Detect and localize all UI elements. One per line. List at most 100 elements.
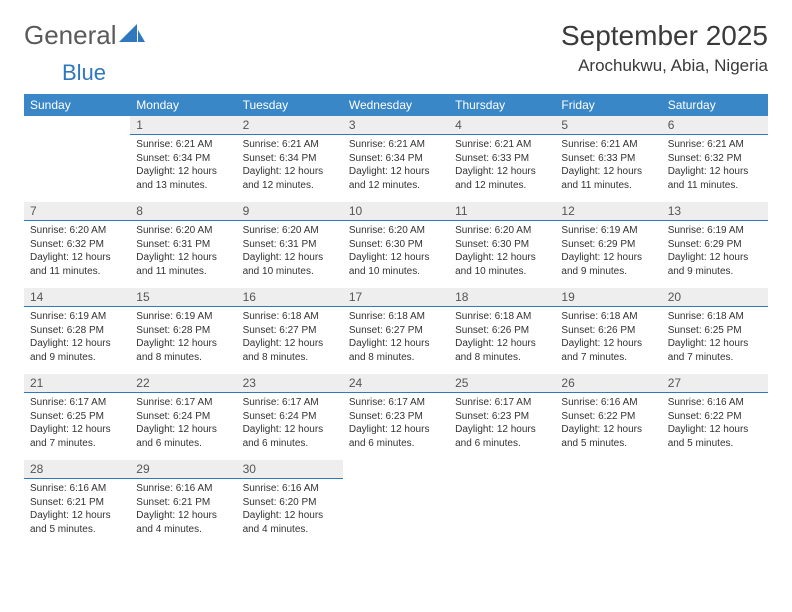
calendar-cell: 30Sunrise: 6:16 AMSunset: 6:20 PMDayligh… [237,460,343,546]
weekday-header: Saturday [662,94,768,116]
sunrise-line: Sunrise: 6:21 AM [349,138,443,152]
sunrise-line: Sunrise: 6:19 AM [30,310,124,324]
daylight-line: Daylight: 12 hours and 5 minutes. [30,509,124,536]
calendar-cell: 12Sunrise: 6:19 AMSunset: 6:29 PMDayligh… [555,202,661,288]
day-number: 12 [555,202,661,221]
day-number: 4 [449,116,555,135]
day-number: 23 [237,374,343,393]
day-number: 11 [449,202,555,221]
weekday-header: Tuesday [237,94,343,116]
sunrise-line: Sunrise: 6:18 AM [668,310,762,324]
sunset-line: Sunset: 6:25 PM [30,410,124,424]
month-title: September 2025 [561,20,768,52]
sunset-line: Sunset: 6:34 PM [243,152,337,166]
calendar-cell: 15Sunrise: 6:19 AMSunset: 6:28 PMDayligh… [130,288,236,374]
calendar-table: SundayMondayTuesdayWednesdayThursdayFrid… [24,94,768,546]
sunset-line: Sunset: 6:25 PM [668,324,762,338]
daylight-line: Daylight: 12 hours and 11 minutes. [136,251,230,278]
day-body: Sunrise: 6:21 AMSunset: 6:33 PMDaylight:… [449,135,555,198]
day-body: Sunrise: 6:17 AMSunset: 6:23 PMDaylight:… [449,393,555,456]
calendar-cell: 16Sunrise: 6:18 AMSunset: 6:27 PMDayligh… [237,288,343,374]
day-body: Sunrise: 6:20 AMSunset: 6:31 PMDaylight:… [130,221,236,284]
daylight-line: Daylight: 12 hours and 10 minutes. [349,251,443,278]
day-body: Sunrise: 6:21 AMSunset: 6:34 PMDaylight:… [237,135,343,198]
location: Arochukwu, Abia, Nigeria [561,56,768,76]
day-body: Sunrise: 6:19 AMSunset: 6:28 PMDaylight:… [24,307,130,370]
sunrise-line: Sunrise: 6:20 AM [243,224,337,238]
calendar-cell: 19Sunrise: 6:18 AMSunset: 6:26 PMDayligh… [555,288,661,374]
day-body: Sunrise: 6:16 AMSunset: 6:21 PMDaylight:… [24,479,130,542]
sunrise-line: Sunrise: 6:16 AM [668,396,762,410]
daylight-line: Daylight: 12 hours and 6 minutes. [136,423,230,450]
sunrise-line: Sunrise: 6:17 AM [349,396,443,410]
daylight-line: Daylight: 12 hours and 11 minutes. [30,251,124,278]
calendar-cell: 23Sunrise: 6:17 AMSunset: 6:24 PMDayligh… [237,374,343,460]
daylight-line: Daylight: 12 hours and 10 minutes. [243,251,337,278]
daylight-line: Daylight: 12 hours and 6 minutes. [455,423,549,450]
calendar-cell: 27Sunrise: 6:16 AMSunset: 6:22 PMDayligh… [662,374,768,460]
day-body: Sunrise: 6:19 AMSunset: 6:29 PMDaylight:… [662,221,768,284]
sunset-line: Sunset: 6:27 PM [349,324,443,338]
calendar-cell: 3 Sunrise: 6:21 AMSunset: 6:34 PMDaylight… [343,116,449,202]
sunset-line: Sunset: 6:23 PM [349,410,443,424]
daylight-line: Daylight: 12 hours and 8 minutes. [349,337,443,364]
day-body: Sunrise: 6:18 AMSunset: 6:27 PMDaylight:… [237,307,343,370]
weekday-header: Friday [555,94,661,116]
daylight-line: Daylight: 12 hours and 12 minutes. [349,165,443,192]
calendar-cell: 20Sunrise: 6:18 AMSunset: 6:25 PMDayligh… [662,288,768,374]
sunrise-line: Sunrise: 6:17 AM [455,396,549,410]
day-number: 8 [130,202,236,221]
sunrise-line: Sunrise: 6:21 AM [668,138,762,152]
sunrise-line: Sunrise: 6:18 AM [349,310,443,324]
day-body: Sunrise: 6:18 AMSunset: 6:27 PMDaylight:… [343,307,449,370]
day-number: 3 [343,116,449,135]
daylight-line: Daylight: 12 hours and 12 minutes. [243,165,337,192]
sunset-line: Sunset: 6:22 PM [561,410,655,424]
calendar-cell [555,460,661,546]
sunrise-line: Sunrise: 6:19 AM [668,224,762,238]
daylight-line: Daylight: 12 hours and 11 minutes. [561,165,655,192]
sunset-line: Sunset: 6:26 PM [455,324,549,338]
day-number: 7 [24,202,130,221]
calendar-cell [343,460,449,546]
sunrise-line: Sunrise: 6:16 AM [561,396,655,410]
calendar-row: 14Sunrise: 6:19 AMSunset: 6:28 PMDayligh… [24,288,768,374]
day-body: Sunrise: 6:21 AMSunset: 6:33 PMDaylight:… [555,135,661,198]
calendar-cell: 28Sunrise: 6:16 AMSunset: 6:21 PMDayligh… [24,460,130,546]
day-body: Sunrise: 6:20 AMSunset: 6:32 PMDaylight:… [24,221,130,284]
day-number: 26 [555,374,661,393]
sunset-line: Sunset: 6:31 PM [243,238,337,252]
day-number: 29 [130,460,236,479]
sunrise-line: Sunrise: 6:16 AM [243,482,337,496]
sunset-line: Sunset: 6:21 PM [30,496,124,510]
sunset-line: Sunset: 6:26 PM [561,324,655,338]
sunrise-line: Sunrise: 6:17 AM [30,396,124,410]
calendar-row: 7Sunrise: 6:20 AMSunset: 6:32 PMDaylight… [24,202,768,288]
calendar-row: 1Sunrise: 6:21 AMSunset: 6:34 PMDaylight… [24,116,768,202]
day-number: 21 [24,374,130,393]
sunset-line: Sunset: 6:22 PM [668,410,762,424]
sunset-line: Sunset: 6:24 PM [243,410,337,424]
calendar-cell: 4Sunrise: 6:21 AMSunset: 6:33 PMDaylight… [449,116,555,202]
daylight-line: Daylight: 12 hours and 12 minutes. [455,165,549,192]
calendar-cell: 5Sunrise: 6:21 AMSunset: 6:33 PMDaylight… [555,116,661,202]
calendar-cell: 10Sunrise: 6:20 AMSunset: 6:30 PMDayligh… [343,202,449,288]
day-body: Sunrise: 6:18 AMSunset: 6:26 PMDaylight:… [449,307,555,370]
sunrise-line: Sunrise: 6:19 AM [561,224,655,238]
calendar-cell [449,460,555,546]
day-number: 27 [662,374,768,393]
sunrise-line: Sunrise: 6:20 AM [349,224,443,238]
weekday-header: Wednesday [343,94,449,116]
daylight-line: Daylight: 12 hours and 8 minutes. [243,337,337,364]
day-body: Sunrise: 6:16 AMSunset: 6:21 PMDaylight:… [130,479,236,542]
sunset-line: Sunset: 6:34 PM [349,152,443,166]
day-body: Sunrise: 6:19 AMSunset: 6:28 PMDaylight:… [130,307,236,370]
day-number: 5 [555,116,661,135]
day-body: Sunrise: 6:16 AMSunset: 6:22 PMDaylight:… [555,393,661,456]
day-body: Sunrise: 6:20 AMSunset: 6:30 PMDaylight:… [449,221,555,284]
day-body: Sunrise: 6:16 AMSunset: 6:20 PMDaylight:… [237,479,343,542]
calendar-cell: 29Sunrise: 6:16 AMSunset: 6:21 PMDayligh… [130,460,236,546]
daylight-line: Daylight: 12 hours and 8 minutes. [136,337,230,364]
sunset-line: Sunset: 6:32 PM [30,238,124,252]
calendar-cell: 1Sunrise: 6:21 AMSunset: 6:34 PMDaylight… [130,116,236,202]
